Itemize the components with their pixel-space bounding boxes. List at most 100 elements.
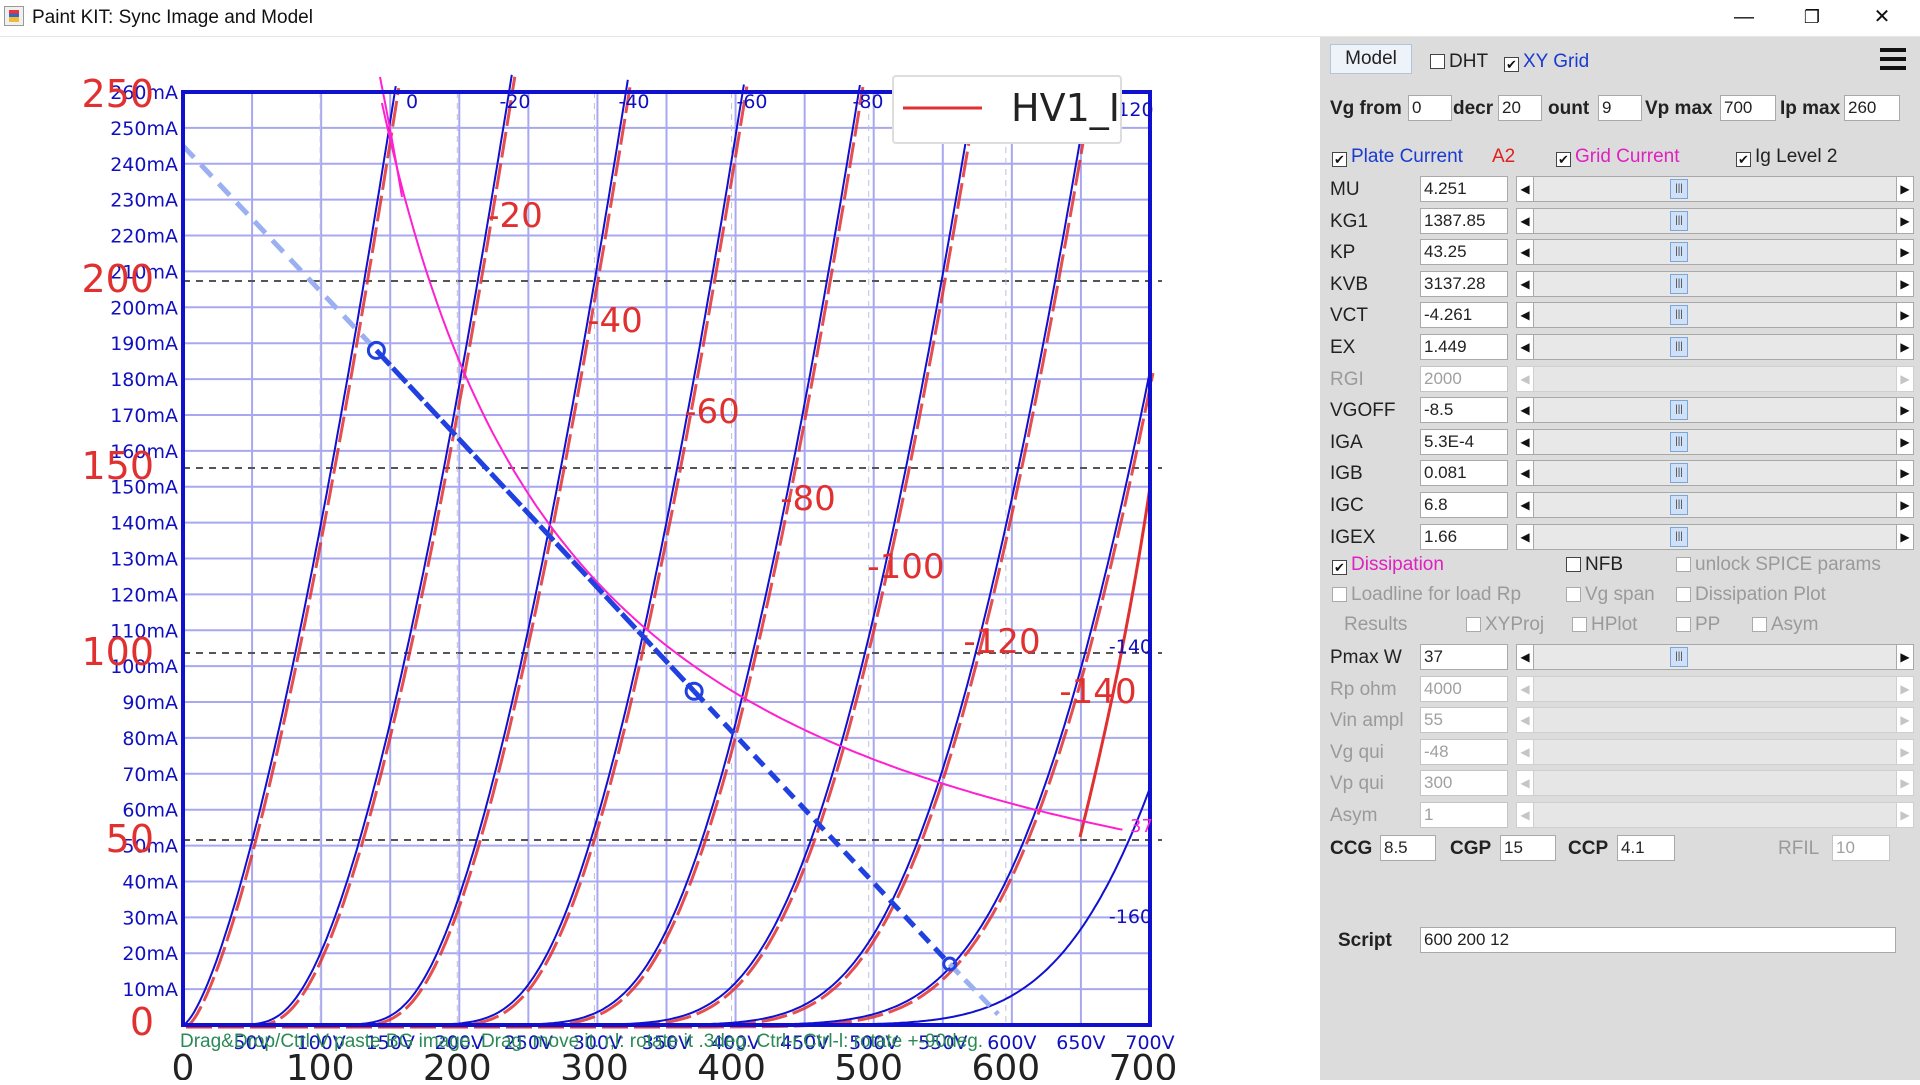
scroll-right-arrow-icon[interactable]: ▶ — [1896, 207, 1914, 234]
grid-current-checkbox[interactable]: ✔ Grid Current — [1556, 146, 1680, 168]
param-field-igb[interactable]: 0.081 — [1420, 460, 1508, 487]
scroll-left-arrow-icon[interactable]: ◀ — [1516, 397, 1534, 424]
param-field-igc[interactable]: 6.8 — [1420, 492, 1508, 518]
param-slider-vgoff[interactable]: ◀ ||| ▶ — [1516, 397, 1914, 424]
scroll-right-arrow-icon[interactable]: ▶ — [1896, 334, 1914, 360]
slider-track[interactable]: ||| — [1534, 460, 1896, 487]
slider-track[interactable] — [1534, 802, 1896, 828]
dissipation-checkbox[interactable]: ✔ Dissipation — [1332, 554, 1444, 576]
scroll-right-arrow-icon[interactable]: ▶ — [1896, 365, 1914, 392]
nfb-checkbox-box[interactable] — [1566, 557, 1581, 572]
scroll-left-arrow-icon[interactable]: ◀ — [1516, 428, 1534, 455]
asym-checkbox[interactable]: Asym — [1752, 614, 1819, 636]
param-slider-vg-qui[interactable]: ◀ ▶ — [1516, 738, 1914, 765]
param-field-rgi[interactable]: 2000 — [1420, 365, 1508, 392]
scroll-left-arrow-icon[interactable]: ◀ — [1516, 644, 1534, 670]
scroll-left-arrow-icon[interactable]: ◀ — [1516, 492, 1534, 518]
loadline-checkbox[interactable]: Loadline for load Rp — [1332, 584, 1521, 606]
ip-max-field[interactable]: 260 — [1844, 95, 1900, 121]
slider-track[interactable] — [1534, 365, 1896, 392]
param-slider-vp-qui[interactable]: ◀ ▶ — [1516, 770, 1914, 797]
scroll-right-arrow-icon[interactable]: ▶ — [1896, 738, 1914, 765]
xy-grid-checkbox[interactable]: ✔ XY Grid — [1504, 51, 1589, 73]
xy-grid-checkbox-box[interactable]: ✔ — [1504, 57, 1519, 72]
slider-track[interactable]: ||| — [1534, 523, 1896, 550]
slider-track[interactable]: ||| — [1534, 397, 1896, 424]
scroll-right-arrow-icon[interactable]: ▶ — [1896, 428, 1914, 455]
param-field-vp-qui[interactable]: 300 — [1420, 770, 1508, 797]
slider-track[interactable]: ||| — [1534, 302, 1896, 329]
slider-thumb[interactable]: ||| — [1670, 400, 1688, 421]
vg-span-checkbox-box[interactable] — [1566, 587, 1581, 602]
slider-track[interactable]: ||| — [1534, 239, 1896, 266]
slider-track[interactable]: ||| — [1534, 176, 1896, 202]
scroll-right-arrow-icon[interactable]: ▶ — [1896, 675, 1914, 702]
hplot-checkbox[interactable]: HPlot — [1572, 614, 1637, 636]
loadline-checkbox-box[interactable] — [1332, 587, 1347, 602]
dissipation-checkbox-box[interactable]: ✔ — [1332, 560, 1347, 575]
plot-svg[interactable]: 260mA 250mA 240mA 230mA 220mA 210mA 200mA 190mA… — [0, 37, 1320, 1085]
scroll-left-arrow-icon[interactable]: ◀ — [1516, 523, 1534, 550]
scroll-right-arrow-icon[interactable]: ▶ — [1896, 523, 1914, 550]
scroll-right-arrow-icon[interactable]: ▶ — [1896, 707, 1914, 734]
dht-checkbox-box[interactable] — [1430, 54, 1445, 69]
scroll-left-arrow-icon[interactable]: ◀ — [1516, 675, 1534, 702]
scroll-left-arrow-icon[interactable]: ◀ — [1516, 302, 1534, 329]
scroll-left-arrow-icon[interactable]: ◀ — [1516, 460, 1534, 487]
param-field-pmax-w[interactable]: 37 — [1420, 644, 1508, 670]
hplot-checkbox-box[interactable] — [1572, 617, 1587, 632]
slider-thumb[interactable]: ||| — [1670, 431, 1688, 452]
dht-checkbox[interactable]: DHT — [1430, 51, 1488, 73]
param-field-vgoff[interactable]: -8.5 — [1420, 397, 1508, 424]
param-field-ex[interactable]: 1.449 — [1420, 334, 1508, 360]
scroll-right-arrow-icon[interactable]: ▶ — [1896, 239, 1914, 266]
slider-thumb[interactable]: ||| — [1670, 210, 1688, 231]
scroll-right-arrow-icon[interactable]: ▶ — [1896, 176, 1914, 202]
param-slider-asym[interactable]: ◀ ▶ — [1516, 802, 1914, 828]
scroll-left-arrow-icon[interactable]: ◀ — [1516, 334, 1534, 360]
param-field-vin-ampl[interactable]: 55 — [1420, 707, 1508, 734]
param-slider-igb[interactable]: ◀ ||| ▶ — [1516, 460, 1914, 487]
param-field-asym[interactable]: 1 — [1420, 802, 1508, 828]
grid-current-checkbox-box[interactable]: ✔ — [1556, 152, 1571, 167]
slider-thumb[interactable]: ||| — [1670, 526, 1688, 547]
param-slider-vin-ampl[interactable]: ◀ ▶ — [1516, 707, 1914, 734]
nfb-checkbox[interactable]: NFB — [1566, 554, 1623, 576]
param-slider-vct[interactable]: ◀ ||| ▶ — [1516, 302, 1914, 329]
scroll-left-arrow-icon[interactable]: ◀ — [1516, 270, 1534, 297]
scroll-right-arrow-icon[interactable]: ▶ — [1896, 802, 1914, 828]
param-slider-mu[interactable]: ◀ ||| ▶ — [1516, 176, 1914, 202]
ccg-field[interactable]: 8.5 — [1380, 835, 1436, 861]
param-slider-igex[interactable]: ◀ ||| ▶ — [1516, 523, 1914, 550]
scroll-right-arrow-icon[interactable]: ▶ — [1896, 460, 1914, 487]
script-field[interactable]: 600 200 12 — [1420, 927, 1896, 953]
dissipation-plot-checkbox[interactable]: Dissipation Plot — [1676, 584, 1826, 606]
param-slider-kg1[interactable]: ◀ ||| ▶ — [1516, 207, 1914, 234]
slider-thumb[interactable]: ||| — [1670, 179, 1688, 199]
scroll-right-arrow-icon[interactable]: ▶ — [1896, 302, 1914, 329]
scroll-left-arrow-icon[interactable]: ◀ — [1516, 365, 1534, 392]
scroll-left-arrow-icon[interactable]: ◀ — [1516, 239, 1534, 266]
plate-current-checkbox-box[interactable]: ✔ — [1332, 152, 1347, 167]
decr-field[interactable]: 20 — [1498, 95, 1542, 121]
slider-track[interactable]: ||| — [1534, 492, 1896, 518]
cgp-field[interactable]: 15 — [1500, 835, 1556, 861]
scroll-right-arrow-icon[interactable]: ▶ — [1896, 397, 1914, 424]
vp-max-field[interactable]: 700 — [1720, 95, 1776, 121]
ig-level2-checkbox-box[interactable]: ✔ — [1736, 152, 1751, 167]
scroll-left-arrow-icon[interactable]: ◀ — [1516, 707, 1534, 734]
param-field-mu[interactable]: 4.251 — [1420, 176, 1508, 202]
plot-canvas[interactable]: 260mA 250mA 240mA 230mA 220mA 210mA 200mA 190mA… — [0, 37, 1320, 1085]
param-slider-ex[interactable]: ◀ ||| ▶ — [1516, 334, 1914, 360]
slider-track[interactable]: ||| — [1534, 428, 1896, 455]
param-slider-rp-ohm[interactable]: ◀ ▶ — [1516, 675, 1914, 702]
slider-thumb[interactable]: ||| — [1670, 337, 1688, 357]
slider-track[interactable] — [1534, 770, 1896, 797]
param-slider-igc[interactable]: ◀ ||| ▶ — [1516, 492, 1914, 518]
dissipation-plot-checkbox-box[interactable] — [1676, 587, 1691, 602]
scroll-right-arrow-icon[interactable]: ▶ — [1896, 270, 1914, 297]
ccp-field[interactable]: 4.1 — [1617, 835, 1675, 861]
rfil-field[interactable]: 10 — [1832, 835, 1890, 861]
plate-current-checkbox[interactable]: ✔ Plate Current — [1332, 146, 1463, 168]
param-field-iga[interactable]: 5.3E-4 — [1420, 428, 1508, 455]
